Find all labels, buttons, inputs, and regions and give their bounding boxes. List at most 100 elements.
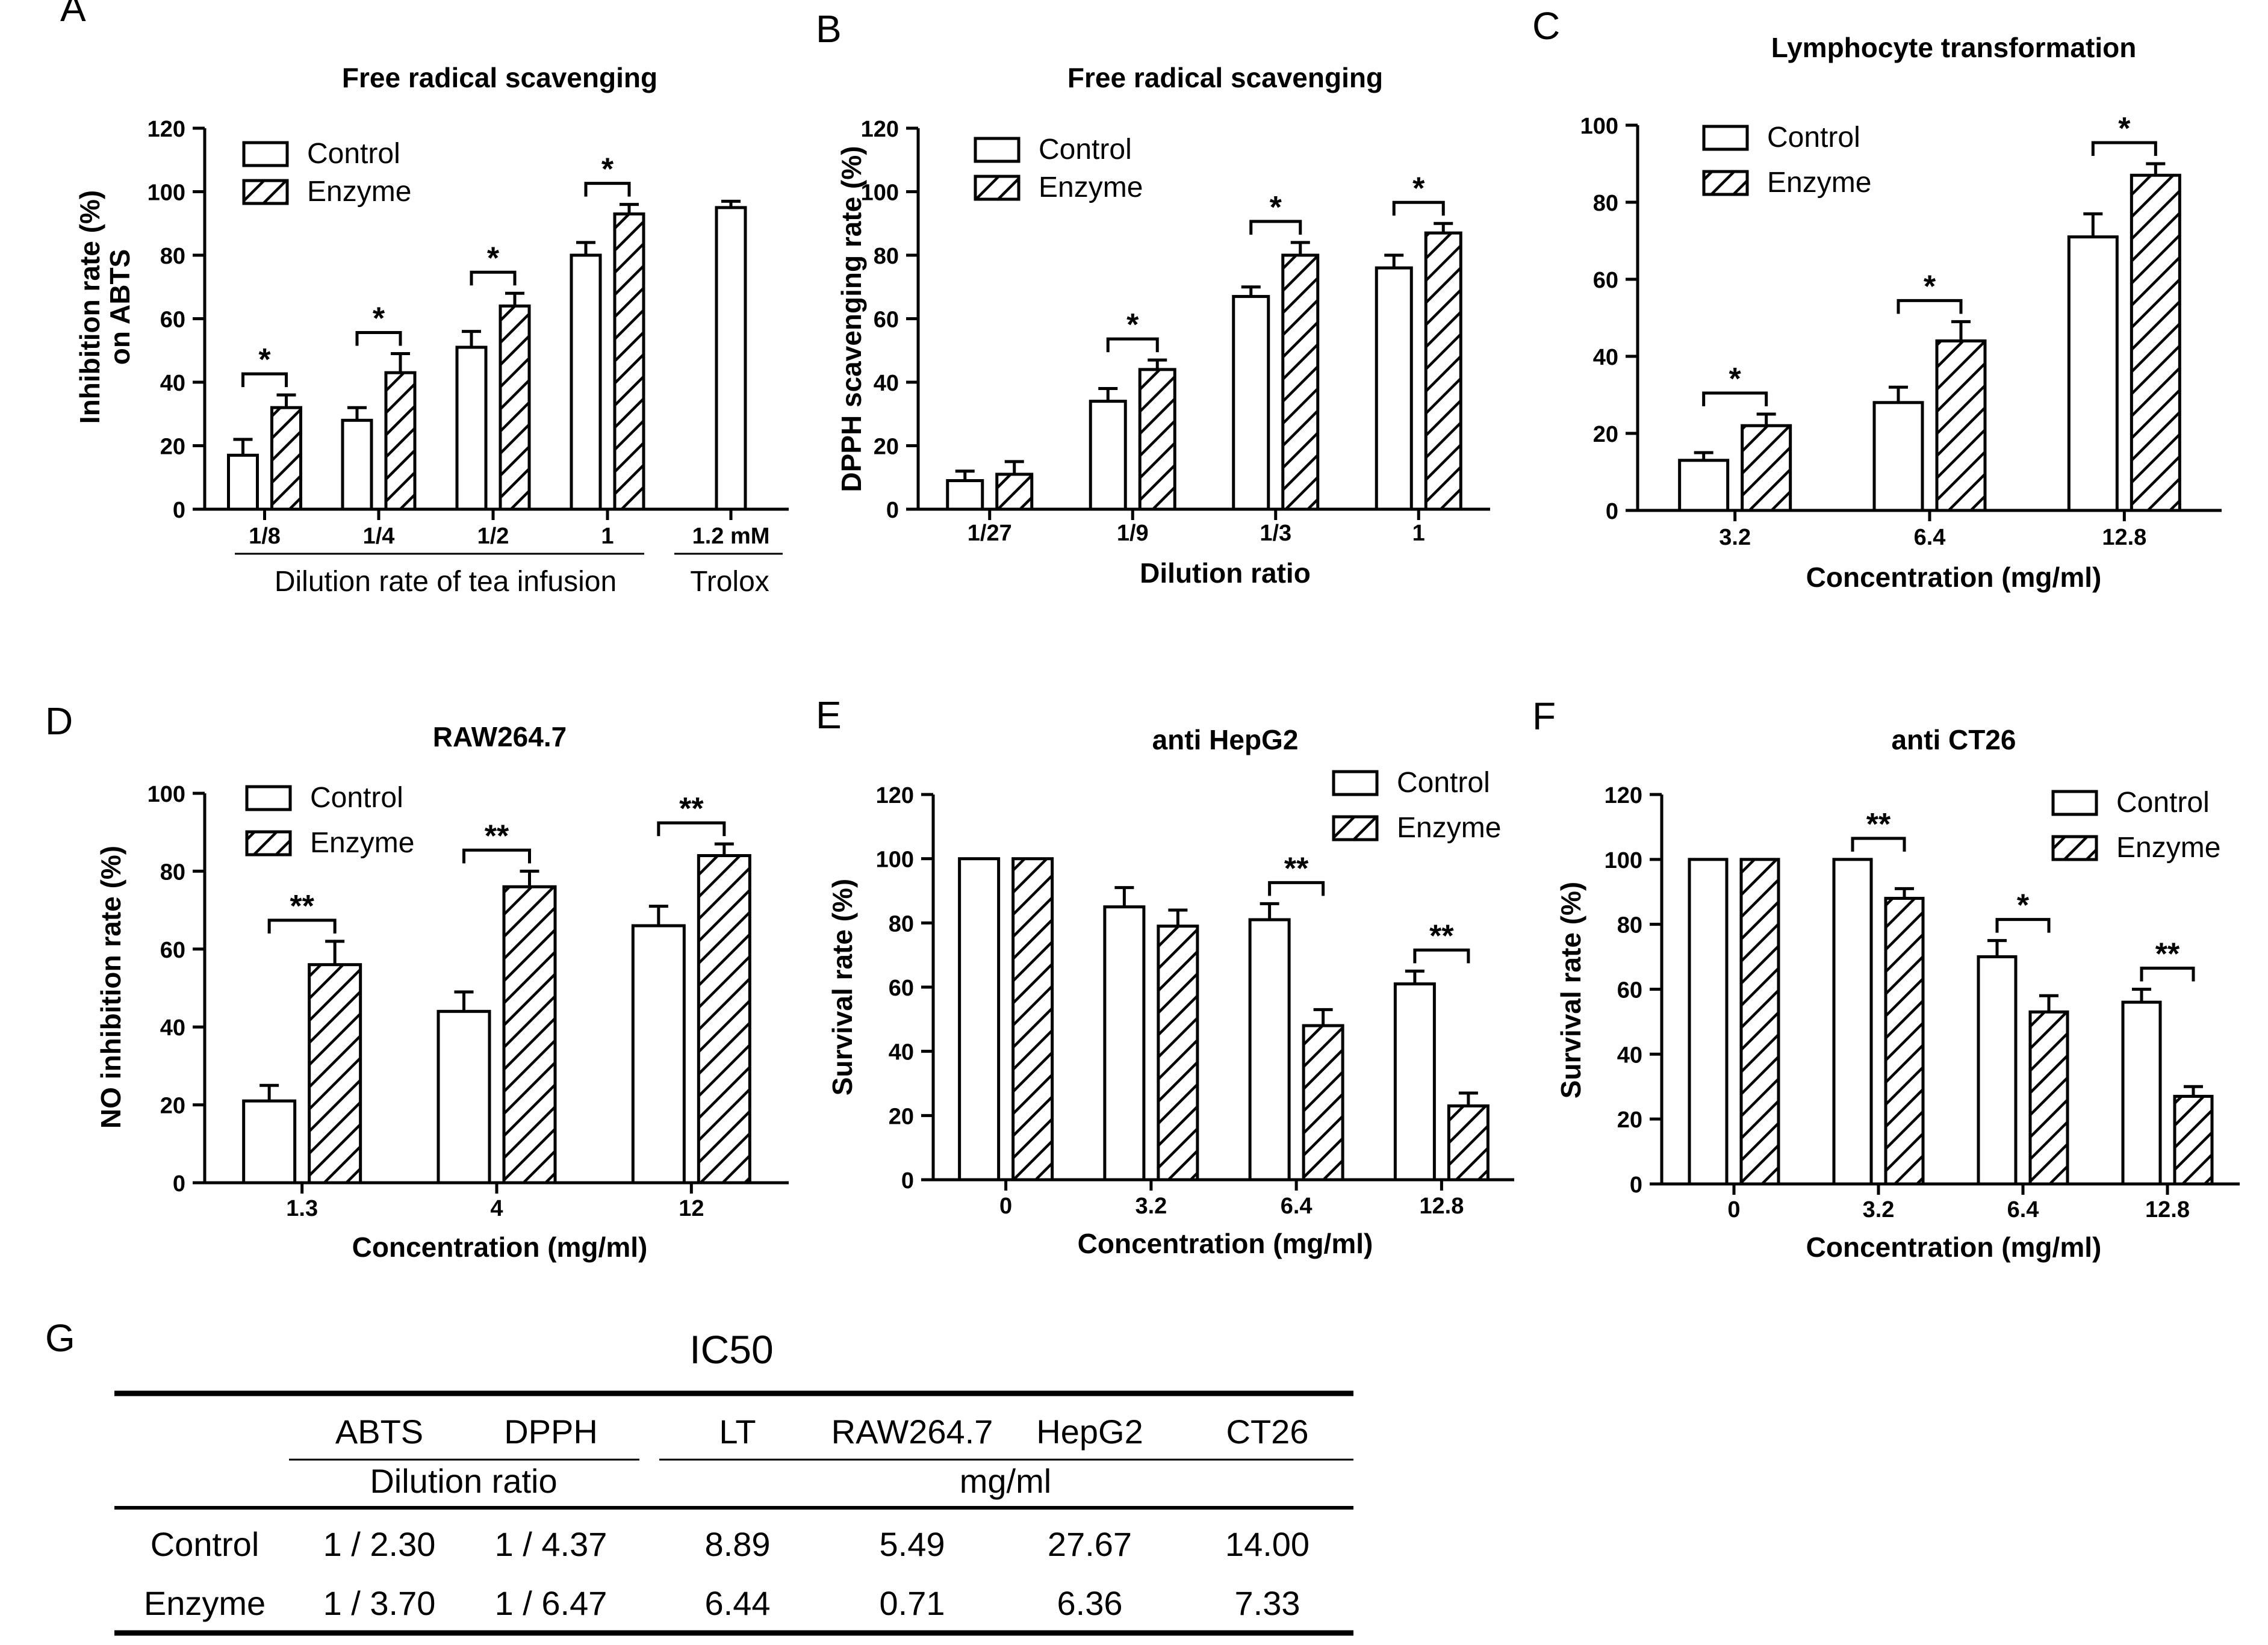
y-tick-label: 120 bbox=[876, 783, 914, 808]
significance-bracket bbox=[1249, 220, 1302, 235]
y-axis-label-f: Survival rate (%) bbox=[1555, 882, 1586, 1098]
chart-title-b: Free radical scavenging bbox=[1067, 62, 1383, 93]
bar-control-1 bbox=[570, 253, 602, 511]
y-tick-label: 40 bbox=[160, 371, 185, 396]
bar-enzyme-4 bbox=[502, 885, 557, 1185]
bar-enzyme-6-4 bbox=[2028, 1010, 2069, 1186]
y-tick-label: 0 bbox=[1606, 499, 1618, 524]
y-tick-label: 0 bbox=[901, 1168, 914, 1194]
legend-swatch-enzyme bbox=[2051, 835, 2098, 861]
panel-label-e: E bbox=[816, 693, 842, 737]
bar-enzyme-12 bbox=[697, 854, 751, 1185]
y-tick-label: 20 bbox=[874, 435, 899, 460]
bar-control-6-4 bbox=[1872, 401, 1924, 512]
bar-control-0 bbox=[1688, 858, 1729, 1186]
significance-bracket bbox=[1851, 837, 1906, 852]
bar-control-6-4 bbox=[1248, 918, 1291, 1182]
legend-label-enzyme: Enzyme bbox=[1039, 172, 1143, 203]
col-header-lt: LT bbox=[719, 1413, 756, 1451]
x-tick-label: 6.4 bbox=[1281, 1194, 1313, 1219]
panel-label-d: D bbox=[45, 699, 73, 743]
y-tick-label: 80 bbox=[160, 860, 185, 885]
legend-swatch-enzyme bbox=[974, 175, 1021, 201]
y-tick-label: 40 bbox=[160, 1015, 185, 1041]
y-tick-label: 80 bbox=[889, 911, 914, 937]
row-label-control: Control bbox=[151, 1525, 259, 1563]
legend-label-enzyme: Enzyme bbox=[1767, 167, 1871, 199]
legend-label-enzyme: Enzyme bbox=[2116, 832, 2220, 864]
significance-mark: * bbox=[2118, 111, 2131, 146]
bar-enzyme-1 bbox=[1424, 231, 1462, 511]
y-tick-label: 40 bbox=[1593, 345, 1618, 370]
chart-title-e: anti HepG2 bbox=[1152, 724, 1299, 755]
x-tick-label: 1/2 bbox=[477, 524, 509, 549]
x-tick-label: 6.4 bbox=[1914, 525, 1946, 550]
ic50-table: G IC50 ABTS DPPH LT RAW264.7 HepG2 CT26 … bbox=[45, 1316, 1353, 1636]
significance-bracket bbox=[657, 821, 726, 837]
x-tick-label: 3.2 bbox=[1719, 525, 1751, 550]
y-tick-label: 60 bbox=[160, 308, 185, 333]
bar-enzyme-6-4 bbox=[1935, 339, 1987, 512]
bar-enzyme-1-4 bbox=[384, 371, 417, 511]
significance-bracket bbox=[1413, 948, 1470, 964]
significance-mark: * bbox=[258, 342, 271, 377]
x-tick-label: 1.2 mM bbox=[692, 524, 770, 549]
col-header-ct26: CT26 bbox=[1226, 1413, 1309, 1451]
chart-panel-d: D RAW264.7 0 20 40 60 80 100 1.3 4 12 ** ** ** Control… bbox=[45, 699, 789, 1263]
legend-label-enzyme: Enzyme bbox=[307, 176, 411, 208]
x-tick-label: 4 bbox=[490, 1196, 503, 1221]
significance-mark: ** bbox=[1429, 919, 1454, 953]
bar-control-12-8 bbox=[2067, 235, 2119, 512]
legend-swatch-control bbox=[2051, 790, 2098, 816]
y-axis-label-b: DPPH scavenging rate (%) bbox=[836, 146, 867, 492]
bar-enzyme-1-9 bbox=[1138, 368, 1176, 511]
x-axis-label-a: Dilution rate of tea infusion bbox=[275, 566, 617, 598]
y-tick-label: 100 bbox=[861, 181, 899, 206]
cell-control-raw264: 5.49 bbox=[880, 1525, 945, 1563]
cell-control-ct26: 14.00 bbox=[1225, 1525, 1310, 1563]
col-header-abts: ABTS bbox=[335, 1413, 423, 1451]
significance-mark: ** bbox=[1284, 851, 1309, 886]
y-axis-label-e: Survival rate (%) bbox=[827, 879, 858, 1095]
x-axis-label-b: Dilution ratio bbox=[1140, 557, 1311, 589]
cell-enzyme-dpph: 1 / 6.47 bbox=[495, 1584, 607, 1622]
legend-label-enzyme: Enzyme bbox=[1397, 812, 1501, 844]
y-tick-label: 120 bbox=[861, 117, 899, 142]
bar-control-1 bbox=[1375, 266, 1413, 511]
y-tick-label: 60 bbox=[889, 976, 914, 1001]
chart-title-d: RAW264.7 bbox=[433, 721, 567, 752]
significance-bracket bbox=[1995, 918, 2051, 933]
y-tick-label: 0 bbox=[173, 1171, 185, 1197]
bar-enzyme-1-2 bbox=[499, 304, 531, 511]
bar-enzyme-0 bbox=[1739, 858, 1780, 1186]
y-tick-label: 80 bbox=[160, 244, 185, 269]
cell-enzyme-raw264: 0.71 bbox=[880, 1584, 945, 1622]
y-tick-label: 20 bbox=[1617, 1108, 1642, 1133]
y-tick-label: 40 bbox=[874, 371, 899, 396]
bar-control-1-3 bbox=[242, 1099, 297, 1185]
y-axis-label-d: NO inhibition rate (%) bbox=[95, 846, 126, 1129]
legend-label-control: Control bbox=[307, 138, 400, 170]
significance-mark: * bbox=[1729, 362, 1742, 397]
significance-mark: * bbox=[1924, 269, 1936, 304]
y-tick-label: 0 bbox=[173, 498, 185, 523]
bar-enzyme-12-8 bbox=[2173, 1094, 2214, 1186]
bar-control-1-4 bbox=[341, 418, 373, 511]
y-tick-label: 100 bbox=[148, 782, 185, 807]
bar-enzyme-12-8 bbox=[1447, 1104, 1490, 1182]
y-tick-label: 40 bbox=[889, 1040, 914, 1065]
bar-enzyme-3-2 bbox=[1884, 897, 1925, 1186]
legend-swatch-enzyme bbox=[1332, 815, 1379, 841]
group-label-mgml: mg/ml bbox=[960, 1462, 1051, 1500]
bar-control-1-2-mm bbox=[715, 206, 747, 511]
significance-bracket bbox=[1392, 200, 1445, 216]
y-tick-label: 0 bbox=[886, 498, 899, 523]
legend-swatch-control bbox=[974, 137, 1021, 163]
significance-mark: ** bbox=[679, 792, 704, 826]
bar-control-1-2 bbox=[455, 345, 488, 511]
cell-control-dpph: 1 / 4.37 bbox=[495, 1525, 607, 1563]
x-tick-label: 1/27 bbox=[968, 521, 1012, 546]
significance-bracket bbox=[1702, 391, 1768, 406]
